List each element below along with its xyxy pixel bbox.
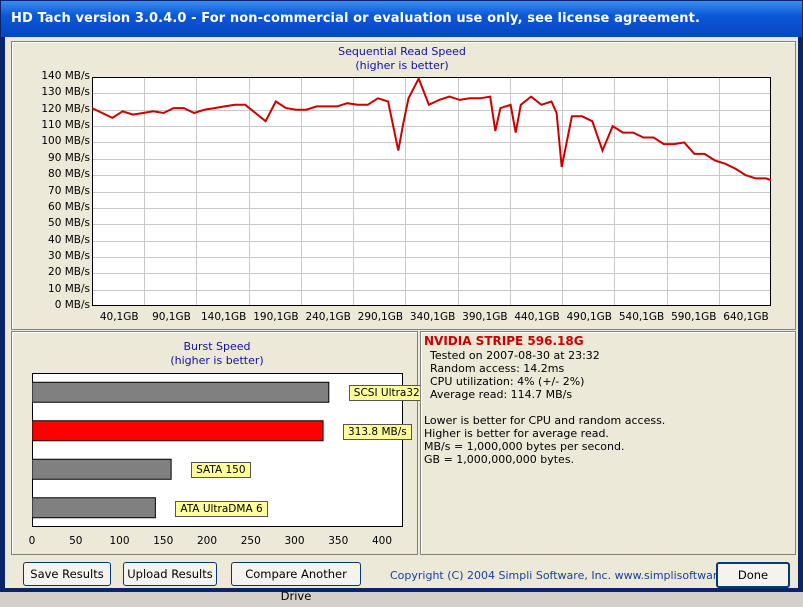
seq-plot-background <box>92 77 771 306</box>
window-title: HD Tach version 3.0.4.0 - For non-commer… <box>11 11 700 26</box>
seq-x-tick-label: 440,1GB <box>514 311 560 323</box>
note-higher-better: Higher is better for average read. <box>424 427 609 440</box>
burst-bar-label: SATA 150 <box>191 462 251 479</box>
seq-x-tick-label: 640,1GB <box>723 311 769 323</box>
seq-y-tick-label: 10 MB/s <box>48 282 90 295</box>
seq-y-tick-label: 90 MB/s <box>48 151 90 164</box>
seq-plot-border <box>92 77 771 306</box>
seq-y-tick-label: 50 MB/s <box>48 217 90 230</box>
seq-x-tick-label: 240,1GB <box>305 311 351 323</box>
seq-y-tick-label: 110 MB/s <box>41 119 90 132</box>
seq-y-tick-label: 130 MB/s <box>41 86 90 99</box>
burst-chart-title: Burst Speed <box>183 340 251 353</box>
burst-bar <box>32 381 330 403</box>
burst-x-tick-label: 200 <box>196 535 218 547</box>
seq-y-tick-label: 120 MB/s <box>41 102 90 115</box>
seq-x-tick-label: 540,1GB <box>618 311 665 323</box>
seq-y-tick-label: 40 MB/s <box>48 233 90 246</box>
random-access: Random access: 14.2ms <box>430 362 565 375</box>
seq-x-tick-label: 490,1GB <box>566 311 612 323</box>
save-results-button[interactable]: Save Results <box>23 562 111 586</box>
seq-y-tick-label: 30 MB/s <box>48 249 90 262</box>
burst-x-tick-label: 150 <box>153 535 174 547</box>
burst-bar <box>32 458 172 480</box>
seq-x-tick-label: 90,1GB <box>152 311 191 323</box>
seq-y-tick-label: 70 MB/s <box>48 184 90 197</box>
seq-x-tick-label: 290,1GB <box>357 311 404 323</box>
burst-bar <box>32 497 156 519</box>
burst-speed-panel: Burst Speed (higher is better) 0 50 100 150… <box>11 331 432 555</box>
client-area: Sequential Read Speed (higher is better)… <box>5 37 798 603</box>
seq-y-tick-label: 80 MB/s <box>48 168 90 181</box>
seq-chart-title: Sequential Read Speed <box>338 45 466 58</box>
seq-y-tick-label: 0 MB/s <box>54 299 90 311</box>
seq-chart-subtitle: (higher is better) <box>355 59 449 72</box>
seq-y-tick-label: 20 MB/s <box>48 266 90 279</box>
seq-read-speed-line <box>92 77 771 181</box>
burst-x-tick-label: 0 <box>28 535 36 547</box>
drive-name: NVIDIA STRIPE 596.18G <box>424 334 584 348</box>
note-mbs-definition: MB/s = 1,000,000 bytes per second. <box>424 440 625 453</box>
upload-results-button[interactable]: Upload Results <box>123 562 217 586</box>
seq-x-tick-label: 590,1GB <box>671 311 717 323</box>
burst-x-tick-label: 350 <box>328 535 349 547</box>
cpu-utilization: CPU utilization: 4% (+/- 2%) <box>430 375 585 388</box>
burst-x-tick-label: 50 <box>69 535 83 547</box>
seq-x-tick-label: 340,1GB <box>409 311 456 323</box>
seq-x-tick-label: 190,1GB <box>253 311 299 323</box>
compare-another-drive-button[interactable]: Compare Another Drive <box>231 562 361 603</box>
burst-bar-label: ATA UltraDMA 6 <box>175 500 268 517</box>
burst-x-tick-label: 400 <box>371 535 393 547</box>
burst-x-tick-label: 100 <box>109 535 130 547</box>
note-gb-definition: GB = 1,000,000,000 bytes. <box>424 453 575 466</box>
tested-on: Tested on 2007-08-30 at 23:32 <box>430 349 600 362</box>
burst-chart-subtitle: (higher is better) <box>170 354 264 367</box>
burst-bar-label: SCSI Ultra320 <box>348 385 432 402</box>
burst-bar-label: 313.8 MB/s <box>343 423 412 440</box>
title-bar[interactable]: HD Tach version 3.0.4.0 - For non-commer… <box>1 1 802 37</box>
seq-x-tick-label: 40,1GB <box>99 311 139 323</box>
seq-y-tick-label: 60 MB/s <box>48 200 90 213</box>
seq-x-tick-label: 140,1GB <box>200 311 247 323</box>
copyright-link[interactable]: Copyright (C) 2004 Simpli Software, Inc.… <box>390 569 751 582</box>
seq-x-tick-label: 390,1GB <box>462 311 508 323</box>
burst-bar <box>32 420 324 442</box>
burst-x-tick-label: 300 <box>284 535 305 547</box>
note-lower-better: Lower is better for CPU and random acces… <box>424 414 666 427</box>
results-panel: NVIDIA STRIPE 596.18G Tested on 2007-08-… <box>420 331 796 555</box>
burst-x-tick-label: 250 <box>240 535 261 547</box>
seq-plot-area <box>92 77 771 306</box>
done-button[interactable]: Done <box>716 562 790 588</box>
seq-y-tick-label: 100 MB/s <box>41 135 90 148</box>
sequential-read-panel: Sequential Read Speed (higher is better)… <box>11 41 796 330</box>
seq-y-tick-label: 140 MB/s <box>41 70 90 82</box>
average-read: Average read: 114.7 MB/s <box>430 388 573 401</box>
